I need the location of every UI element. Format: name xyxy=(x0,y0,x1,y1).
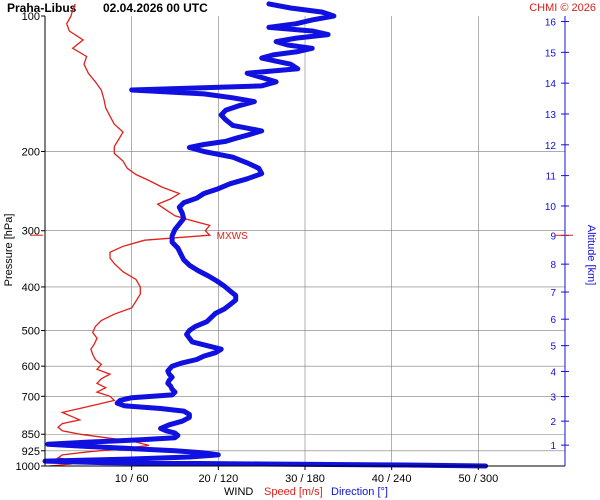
speed-line xyxy=(49,3,212,467)
datetime-title: 02.04.2026 00 UTC xyxy=(103,1,208,15)
pressure-tick-label: 600 xyxy=(22,361,40,373)
x-axis-label-wind: WIND xyxy=(224,486,253,498)
pressure-tick-label: 300 xyxy=(22,226,40,238)
pressure-tick-label: 1000 xyxy=(16,461,40,473)
altitude-tick-label: 3 xyxy=(550,393,556,404)
altitude-tick-label: 5 xyxy=(550,342,556,353)
speed-series xyxy=(49,3,212,467)
pressure-tick-label: 500 xyxy=(22,326,40,338)
altitude-tick-label: 12 xyxy=(545,141,557,152)
y-axis-label: Pressure [hPa] xyxy=(3,214,15,287)
pressure-tick-label: 700 xyxy=(22,391,40,403)
altitude-tick-label: 1 xyxy=(550,441,556,452)
x-tick-label: 50 / 300 xyxy=(458,473,498,485)
copyright-label: CHMI © 2026 xyxy=(529,2,596,14)
altitude-tick-label: 6 xyxy=(550,315,556,326)
altitude-tick-label: 14 xyxy=(545,79,557,90)
x-tick-label: 10 / 60 xyxy=(115,473,149,485)
altitude-tick-label: 8 xyxy=(550,260,556,271)
pressure-tick-label: 100 xyxy=(22,11,40,23)
x-tick-label: 40 / 240 xyxy=(372,473,412,485)
altitude-tick-label: 10 xyxy=(545,202,557,213)
mxws-label: MXWS xyxy=(217,231,248,242)
station-title: Praha-Libus xyxy=(7,1,77,15)
direction-line xyxy=(42,1,489,469)
x-axis-label-direction: Direction [°] xyxy=(331,486,388,498)
pressure-tick-label: 200 xyxy=(22,146,40,158)
pressure-tick-label: 850 xyxy=(22,429,40,441)
altitude-tick-label: 16 xyxy=(545,18,557,29)
altitude-tick-label: 9 xyxy=(550,231,556,242)
x-tick-label: 30 / 180 xyxy=(285,473,325,485)
altitude-tick-label: 7 xyxy=(550,288,556,299)
altitude-tick-label: 13 xyxy=(545,110,557,121)
altitude-tick-label: 11 xyxy=(546,172,557,183)
x-axis-label-speed: Speed [m/s] xyxy=(264,486,323,498)
altitude-tick-label: 15 xyxy=(545,48,557,59)
pressure-tick-label: 925 xyxy=(22,446,40,458)
altitude-tick-label: 4 xyxy=(550,367,556,378)
x-tick-label: 20 / 120 xyxy=(198,473,238,485)
direction-series xyxy=(42,1,489,469)
y2-axis-label: Altitude [km] xyxy=(585,225,597,286)
pressure-tick-label: 400 xyxy=(22,282,40,294)
altitude-tick-label: 2 xyxy=(550,417,556,428)
